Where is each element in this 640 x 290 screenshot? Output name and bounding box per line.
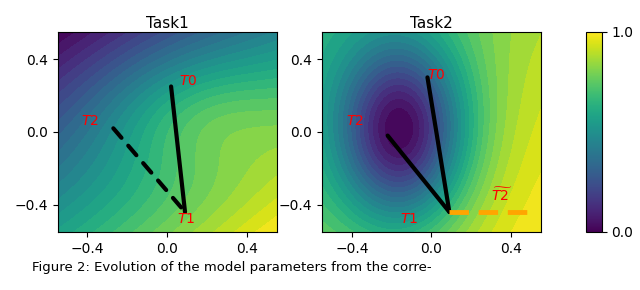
- Text: $T0$: $T0$: [179, 74, 197, 88]
- Title: Task2: Task2: [410, 16, 453, 31]
- Text: Figure 2: Evolution of the model parameters from the corre-: Figure 2: Evolution of the model paramet…: [32, 261, 431, 274]
- Text: $T1$: $T1$: [177, 212, 195, 226]
- Text: $T1$: $T1$: [399, 212, 418, 226]
- Text: $T2$: $T2$: [346, 114, 364, 128]
- Title: Task1: Task1: [146, 16, 188, 31]
- Text: $\widetilde{T2}$: $\widetilde{T2}$: [491, 186, 513, 204]
- Text: $T2$: $T2$: [81, 114, 99, 128]
- Text: $T0$: $T0$: [428, 68, 445, 82]
